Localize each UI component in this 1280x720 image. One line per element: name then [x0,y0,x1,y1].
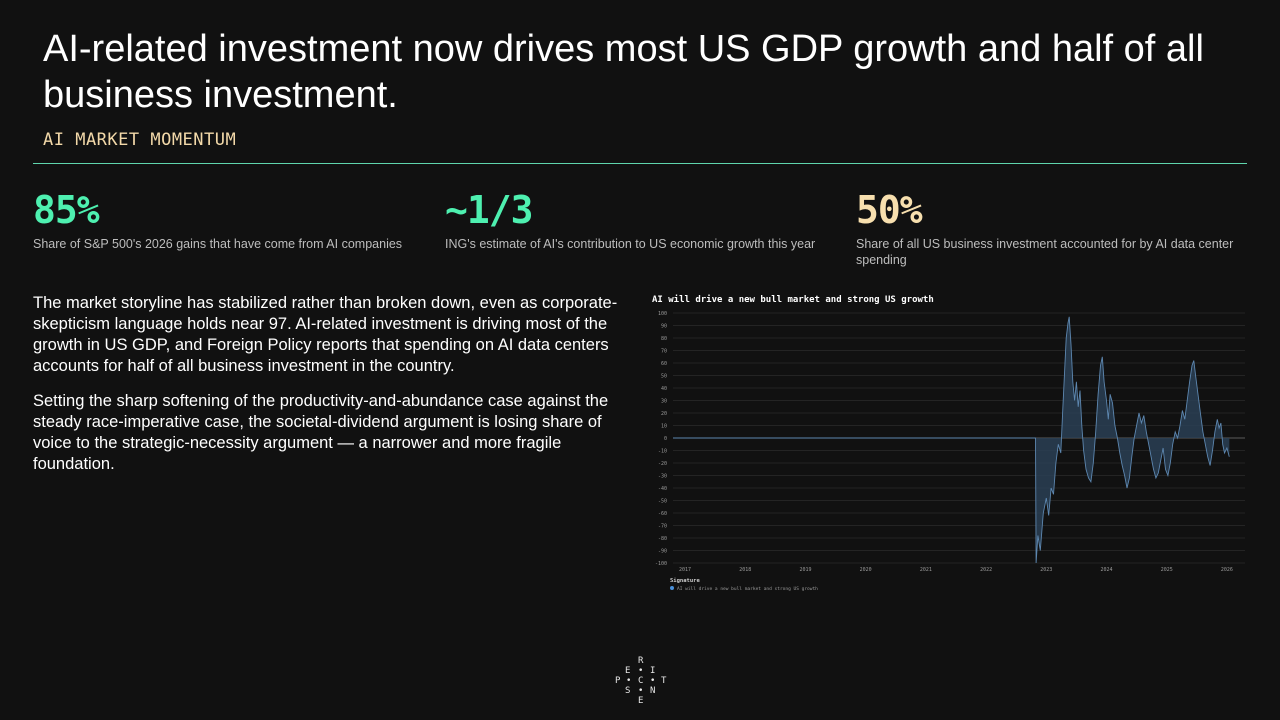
y-tick-label: -60 [658,511,667,517]
stat-description: Share of all US business investment acco… [856,237,1234,267]
stat-card: 85% Share of S&P 500's 2026 gains that h… [33,188,423,252]
y-tick-label: -10 [658,449,667,455]
x-tick-label: 2023 [1040,567,1052,573]
y-tick-label: 80 [661,336,667,342]
x-tick-label: 2026 [1221,567,1233,573]
logo-dot: • [638,686,644,696]
logo-letter: C [638,676,644,686]
y-tick-label: 40 [661,386,667,392]
y-tick-label: 100 [658,311,667,317]
y-tick-label: -40 [658,486,667,492]
body-paragraph: The market storyline has stabilized rath… [33,294,618,375]
legend-entry: AI will drive a new bull market and stro… [677,586,818,592]
x-tick-label: 2024 [1100,567,1112,573]
y-tick-label: -80 [658,536,667,542]
y-tick-label: 70 [661,349,667,355]
stat-value: 85% [33,188,100,232]
y-tick-label: -90 [658,549,667,555]
stat-value: ~1/3 [445,188,534,232]
body-paragraph: Setting the sharp softening of the produ… [33,392,609,473]
logo-dot: • [650,676,656,686]
stat-value: 50% [856,188,923,232]
series-area [673,316,1230,563]
y-tick-label: 90 [661,324,667,330]
y-tick-label: -50 [658,499,667,505]
logo-letter: I [650,666,656,676]
y-tick-label: -30 [658,474,667,480]
divider [33,163,1247,164]
legend-title: Signature [670,578,700,584]
stat-description: ING's estimate of AI's contribution to U… [445,237,816,251]
logo-letter: E [638,696,644,706]
y-tick-label: -20 [658,461,667,467]
logo-letter: P [615,676,621,686]
x-tick-label: 2021 [920,567,932,573]
logo-letter: E [625,666,631,676]
page-title: AI-related investment now drives most US… [43,28,1204,116]
x-tick-label: 2020 [860,567,872,573]
x-tick-label: 2017 [679,567,691,573]
body-text: The market storyline has stabilized rath… [33,293,633,489]
section-kicker: AI MARKET MOMENTUM [43,130,237,150]
chart-container: AI will drive a new bull market and stro… [648,290,1248,600]
x-tick-label: 2025 [1161,567,1173,573]
y-tick-label: -100 [655,561,667,567]
line-area-chart: AI will drive a new bull market and stro… [652,294,1245,592]
logo-dot: • [638,666,644,676]
stat-card: 50% Share of all US business investment … [856,188,1246,268]
legend-swatch [670,586,674,590]
x-tick-label: 2019 [799,567,811,573]
x-tick-label: 2022 [980,567,992,573]
y-tick-label: 10 [661,424,667,430]
logo-letter: N [650,686,656,696]
brand-logo: R E • I P • C • T S • N E [610,656,670,706]
stat-card: ~1/3 ING's estimate of AI's contribution… [445,188,835,252]
y-tick-label: 60 [661,361,667,367]
logo-dot: • [626,676,632,686]
logo-letter: R [638,656,644,666]
series-line [673,316,1230,564]
logo-letter: T [661,676,667,686]
chart-title: AI will drive a new bull market and stro… [652,294,934,305]
logo-letter: S [625,686,631,696]
y-tick-label: 50 [661,374,667,380]
x-tick-label: 2018 [739,567,751,573]
y-tick-label: 0 [664,436,667,442]
y-tick-label: 20 [661,411,667,417]
y-tick-label: -70 [658,524,667,530]
stat-description: Share of S&P 500's 2026 gains that have … [33,237,403,251]
y-tick-label: 30 [661,399,667,405]
